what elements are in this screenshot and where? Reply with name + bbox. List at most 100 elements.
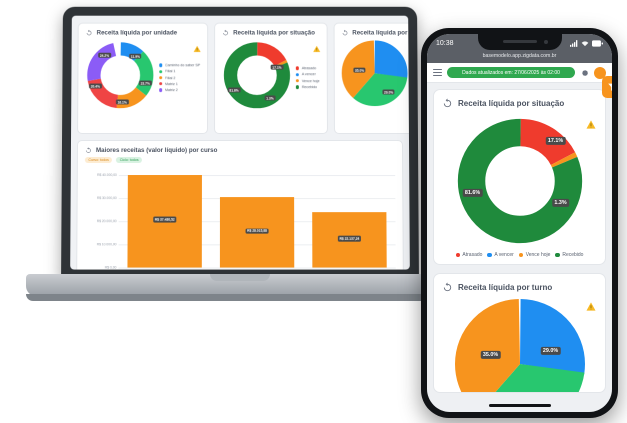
slice-label: 24.2%: [98, 52, 111, 59]
card-header: Receita líquida por situação: [222, 29, 319, 37]
legend-swatch-icon: [295, 72, 300, 77]
update-status-badge: Dados atualizados em: 27/06/2025 às 02:0…: [447, 66, 575, 79]
laptop-screen: Receita líquida por unidade: [70, 15, 410, 270]
legend-item[interactable]: Caminho do saber SP: [159, 63, 200, 67]
refresh-icon[interactable]: [442, 282, 453, 293]
card-maiores-receitas[interactable]: Maiores receitas (valor líquido) por cur…: [76, 140, 404, 270]
bar[interactable]: R$ 22.137,24: [311, 212, 387, 268]
legend-swatch-icon: [295, 85, 300, 89]
card-header: Receita líquida por turno: [442, 282, 597, 293]
legend-item[interactable]: Atrasado: [295, 66, 320, 71]
refresh-icon[interactable]: [222, 29, 229, 37]
refresh-icon[interactable]: [85, 147, 92, 154]
legend-label: A vencer: [301, 72, 316, 77]
legend-label: Filial 2: [165, 75, 176, 80]
legend-item[interactable]: Atrasado: [455, 252, 482, 258]
pie-chart-turno[interactable]: 35.0% 29.0%: [454, 299, 585, 392]
x-tick-label: Ensino fundamental: [127, 268, 202, 271]
warning-icon[interactable]: [586, 302, 596, 311]
legend-swatch-icon: [295, 66, 300, 70]
legend-label: Vence hoje: [301, 78, 320, 83]
bar-chart[interactable]: R$ 40.000,00 R$ 30.000,00 R$ 20.000,00 R…: [84, 167, 396, 270]
legend-swatch-icon: [487, 252, 492, 258]
cellular-signal-icon: [570, 40, 578, 47]
card-header: Receita líquida por situação: [442, 98, 597, 109]
chip-ciclo[interactable]: Ciclo: todos: [116, 156, 143, 164]
y-tick-label: R$ 40.000,00: [96, 173, 117, 178]
bar-value-label: R$ 22.137,24: [337, 235, 361, 242]
legend-item[interactable]: A vencer: [295, 72, 320, 77]
x-axis: Ensino fundamental Ensino infantil Ensin…: [118, 268, 395, 271]
camera-icon: [543, 40, 548, 44]
wifi-icon: [581, 41, 589, 47]
card-title-text: Receita líquida por unidade: [96, 29, 178, 37]
slice-label: 81.6%: [462, 188, 483, 198]
card-receita-por-turno[interactable]: Receita líquida por 35.0%: [333, 23, 410, 134]
filter-chips: Curso: todos Ciclo: todos: [84, 156, 395, 164]
bar[interactable]: R$ 28.015,88: [219, 197, 295, 268]
legend-item[interactable]: Matriz 2: [159, 88, 200, 92]
slice-label: 35.0%: [480, 350, 501, 360]
browser-url-bar[interactable]: basemodelo.app.zigdata.com.br: [427, 53, 612, 63]
slice-label: 23.7%: [138, 80, 152, 86]
warning-icon[interactable]: [193, 45, 202, 53]
card-header: Receita líquida por unidade: [86, 29, 201, 37]
y-axis: R$ 40.000,00 R$ 30.000,00 R$ 20.000,00 R…: [84, 167, 119, 270]
status-icons: [570, 40, 603, 47]
donut-svg: [224, 42, 291, 109]
slice-label: 20.4%: [89, 83, 102, 89]
phone-screen: 10:38 basem: [427, 34, 612, 412]
card-title-text: Receita líquida por: [352, 29, 408, 37]
slice-label: 16.1%: [115, 99, 129, 105]
legend-item[interactable]: Vence hoje: [295, 78, 320, 83]
bar-column[interactable]: R$ 22.137,24: [311, 167, 387, 268]
x-tick-label: Ensino infantil: [220, 268, 295, 271]
app-top-bar: Dados atualizados em: 27/06/2025 às 02:0…: [427, 63, 612, 83]
chart-area: 35.0% 29.0%: [341, 40, 408, 111]
slice-label: 1.3%: [264, 95, 276, 101]
card-receita-por-situacao[interactable]: Receita líquida por situação: [214, 22, 328, 135]
legend-item[interactable]: Recebido: [295, 85, 320, 90]
legend-label: Matriz 1: [165, 81, 178, 86]
y-tick-label: R$ 20.000,00: [96, 219, 117, 224]
donut-chart-situacao[interactable]: 17.1% 1.3% 81.6%: [222, 40, 292, 115]
hamburger-menu-icon[interactable]: [433, 68, 442, 77]
legend-item[interactable]: A vencer: [487, 252, 514, 258]
legend-item[interactable]: Matriz 1: [159, 82, 200, 86]
bar-column[interactable]: R$ 37.480,52: [127, 167, 203, 268]
legend-label: Atrasado: [301, 66, 317, 71]
avatar[interactable]: [594, 66, 606, 79]
phone-notch: [477, 34, 562, 50]
legend-label: Recebido: [301, 85, 317, 90]
warning-icon[interactable]: [312, 45, 320, 53]
bar[interactable]: R$ 37.480,52: [127, 175, 203, 268]
slice-label: 29.0%: [382, 89, 395, 95]
filter-button[interactable]: [602, 76, 612, 98]
chart-legend: Caminho do saber SP Filial 1 Filial 2: [159, 63, 200, 92]
laptop-foot: [26, 294, 454, 301]
legend-swatch-icon: [159, 69, 163, 74]
warning-icon[interactable]: [586, 120, 596, 129]
refresh-icon[interactable]: [442, 98, 453, 109]
legend-item[interactable]: Vence hoje: [518, 252, 550, 258]
phone-card-receita-por-turno[interactable]: Receita líquida por turno 35.0% 29.: [433, 273, 606, 393]
bar-column[interactable]: R$ 28.015,88: [219, 167, 295, 268]
pie-chart-turno[interactable]: 35.0% 29.0%: [342, 40, 408, 111]
y-tick-label: R$ 30.000,00: [96, 196, 117, 201]
refresh-icon[interactable]: [86, 29, 93, 37]
phone-card-receita-por-situacao[interactable]: Receita líquida por situação 17.1%: [433, 89, 606, 265]
dashboard: Receita líquida por unidade: [70, 15, 410, 270]
legend-item[interactable]: Recebido: [555, 252, 583, 258]
refresh-icon[interactable]: [341, 29, 348, 37]
legend-item[interactable]: Filial 1: [159, 69, 200, 73]
chip-curso[interactable]: Curso: todos: [84, 156, 113, 164]
slice-label: 17.1%: [270, 64, 284, 70]
phone-content: Receita líquida por situação 17.1%: [427, 83, 612, 399]
legend-item[interactable]: Filial 2: [159, 76, 200, 80]
donut-chart-unidade[interactable]: 11.9% 23.7% 16.1% 20.4% 24.2%: [85, 40, 155, 115]
home-indicator: [488, 404, 551, 407]
donut-chart-situacao[interactable]: 17.1% 1.3% 81.6%: [456, 117, 584, 245]
gear-icon[interactable]: [580, 68, 589, 77]
card-receita-por-unidade[interactable]: Receita líquida por unidade: [77, 22, 209, 135]
legend-label: Matriz 2: [165, 88, 178, 93]
